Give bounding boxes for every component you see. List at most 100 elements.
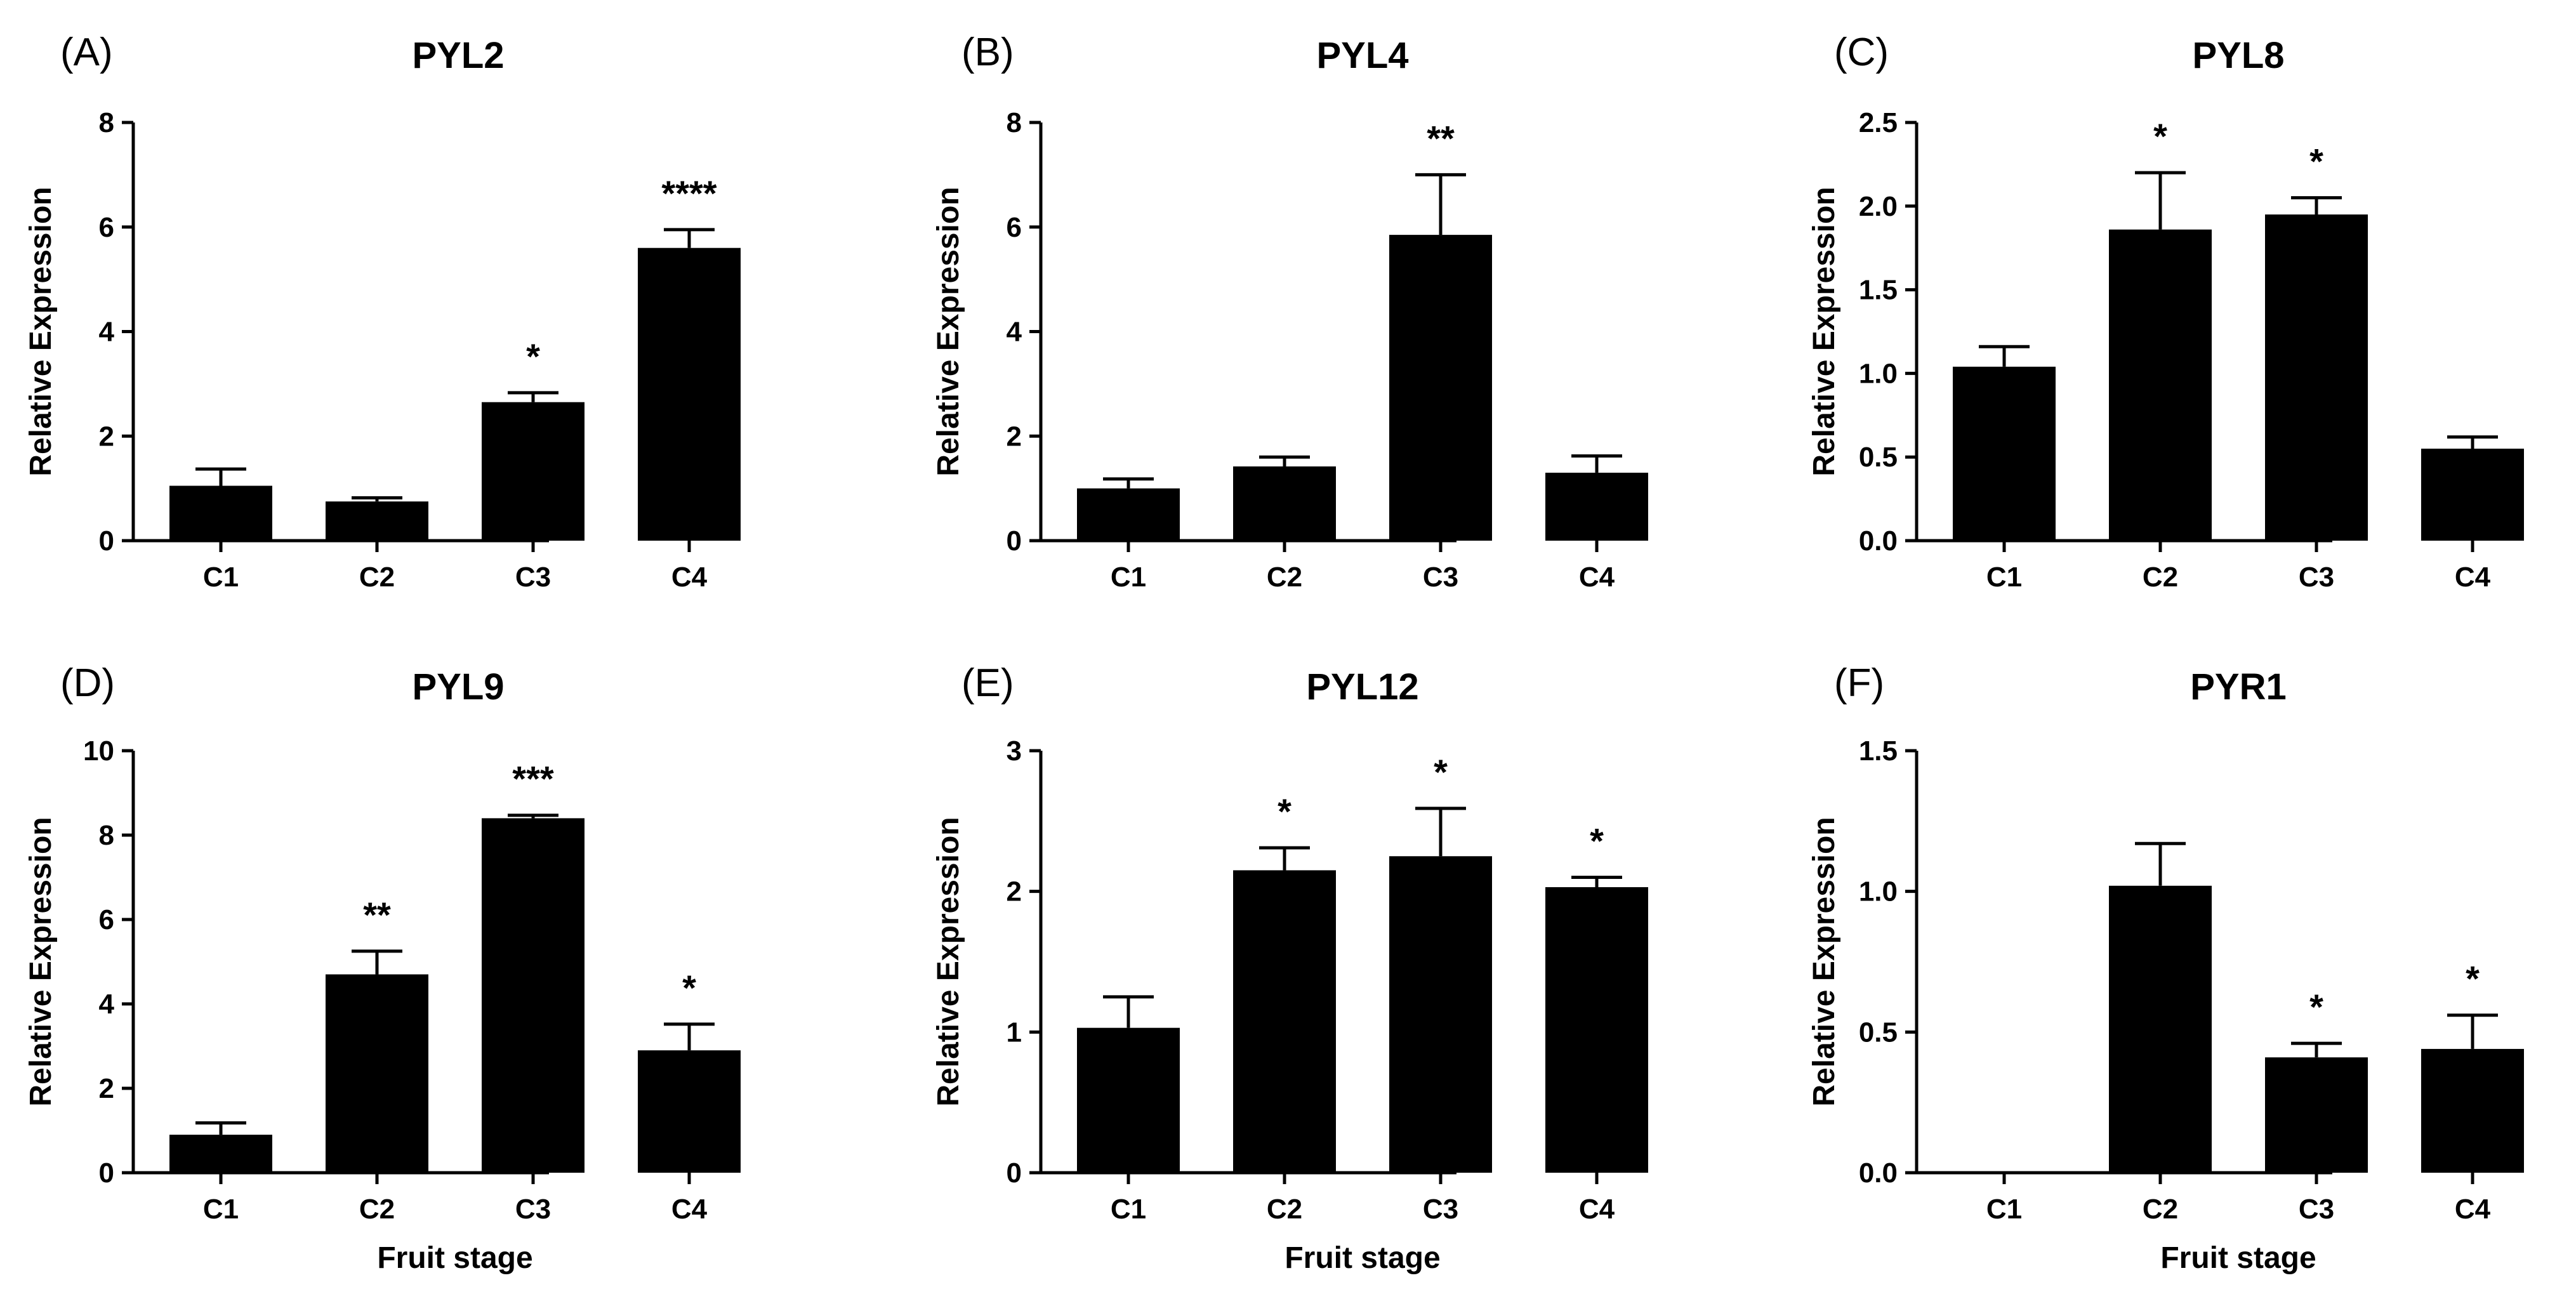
- y-tick-label: 1.0: [1859, 358, 1898, 389]
- panel-letter: (C): [1834, 30, 1889, 74]
- chart-title: PYL9: [412, 666, 504, 708]
- x-tick-label: C2: [2143, 562, 2178, 593]
- x-tick-label: C1: [1986, 562, 2022, 593]
- panel-letter: (A): [60, 30, 113, 74]
- y-tick-label: 10: [83, 735, 114, 767]
- y-tick-label: 1: [1007, 1017, 1022, 1048]
- significance-label: *: [1590, 821, 1604, 861]
- bar-c4: [638, 247, 741, 541]
- significance-label: *: [1278, 791, 1291, 831]
- significance-label: *: [2466, 959, 2480, 999]
- y-tick-label: 0.0: [1859, 525, 1898, 557]
- x-tick-label: C3: [1423, 562, 1458, 593]
- bar-c2: [2109, 885, 2212, 1173]
- y-axis-title: Relative Expression: [24, 187, 58, 476]
- x-axis-title: Fruit stage: [1285, 1241, 1440, 1275]
- significance-label: **: [1427, 118, 1455, 158]
- chart-panel-pyl4: (B) PYL4 Relative Expression 0 2 4 6 8 C1 C2 C3 ** C…: [932, 30, 1648, 593]
- x-tick-label: C3: [515, 1194, 551, 1225]
- chart-panel-pyl2: (A) PYL2 Relative Expression 0 2 4 6 8 C1 C2 C3 * C4…: [24, 30, 741, 593]
- y-axis-title: Relative Expression: [1807, 187, 1841, 476]
- y-tick-label: 0.5: [1859, 1017, 1898, 1048]
- y-tick-label: 2.0: [1859, 191, 1898, 222]
- x-tick-label: C3: [2299, 562, 2334, 593]
- x-tick-label: C3: [1423, 1194, 1458, 1225]
- y-tick-label: 0: [1007, 1157, 1022, 1189]
- y-tick-label: 2: [1007, 876, 1022, 907]
- y-tick-label: 1.5: [1859, 735, 1898, 767]
- chart-title: PYL8: [2192, 35, 2284, 76]
- bar-c2: [1233, 870, 1336, 1173]
- x-axis-title: Fruit stage: [2160, 1241, 2316, 1275]
- chart-panel-pyl8: (C) PYL8 Relative Expression 0.0 0.5 1.0 1.5 2.…: [1807, 30, 2524, 593]
- bar-c2: [1233, 466, 1336, 541]
- x-tick-label: C4: [1579, 1194, 1615, 1225]
- y-axis-title: Relative Expression: [24, 817, 58, 1106]
- y-tick-label: 1.0: [1859, 876, 1898, 907]
- chart-panel-pyl12: (E) PYL12 Relative Expression 0 1 2 3 C1 C2 * C3 * C…: [932, 661, 1648, 1275]
- bar-c4: [638, 1050, 741, 1173]
- significance-label: *: [2309, 142, 2323, 181]
- x-tick-label: C1: [203, 1194, 239, 1225]
- x-tick-label: C2: [2143, 1194, 2178, 1225]
- bar-c4: [1545, 887, 1648, 1173]
- y-tick-label: 0.5: [1859, 442, 1898, 473]
- y-tick-label: 8: [1007, 107, 1022, 138]
- y-tick-label: 0: [99, 525, 114, 557]
- bar-c2: [2109, 229, 2212, 541]
- significance-label: *: [526, 336, 540, 376]
- y-tick-label: 4: [1007, 317, 1022, 348]
- panel-letter: (F): [1834, 661, 1884, 705]
- y-tick-label: 0.0: [1859, 1157, 1898, 1189]
- x-tick-label: C3: [2299, 1194, 2334, 1225]
- bar-c4: [2421, 1048, 2524, 1173]
- chart-panel-pyr1: (F) PYR1 Relative Expression 0.0 0.5 1.0 1.5 C1…: [1807, 661, 2524, 1275]
- y-tick-label: 2: [99, 421, 114, 452]
- bar-c3: [1389, 235, 1492, 541]
- y-tick-label: 3: [1007, 735, 1022, 767]
- x-axis-title: Fruit stage: [377, 1241, 532, 1275]
- significance-label: ***: [512, 759, 554, 799]
- bar-c1: [1077, 1027, 1180, 1173]
- significance-label: ****: [661, 173, 717, 213]
- x-tick-label: C2: [359, 1194, 395, 1225]
- y-axis-title: Relative Expression: [932, 817, 965, 1106]
- bar-c3: [1389, 856, 1492, 1173]
- y-axis-title: Relative Expression: [932, 187, 965, 476]
- bar-c1: [169, 485, 272, 541]
- y-tick-label: 4: [99, 989, 115, 1020]
- chart-panel-pyl9: (D) PYL9 Relative Expression 0 2 4 6 8 10 C1 C2 ** C…: [24, 661, 741, 1275]
- x-tick-label: C3: [515, 562, 551, 593]
- x-tick-label: C1: [1111, 1194, 1146, 1225]
- y-tick-label: 8: [99, 107, 114, 138]
- bar-c3: [2265, 1057, 2368, 1173]
- significance-label: *: [2153, 116, 2167, 156]
- chart-title: PYR1: [2190, 666, 2287, 708]
- bar-c3: [2265, 214, 2368, 541]
- bar-c1: [1077, 488, 1180, 541]
- y-tick-label: 6: [99, 904, 114, 935]
- x-tick-label: C2: [1267, 1194, 1302, 1225]
- significance-label: **: [363, 895, 391, 935]
- chart-title: PYL2: [412, 35, 504, 76]
- x-tick-label: C4: [671, 1194, 708, 1225]
- bar-c1: [169, 1135, 272, 1173]
- y-tick-label: 0: [1007, 525, 1022, 557]
- y-tick-label: 2: [99, 1073, 114, 1104]
- chart-title: PYL4: [1316, 35, 1408, 76]
- x-tick-label: C1: [1111, 562, 1146, 593]
- significance-label: *: [682, 968, 696, 1008]
- x-tick-label: C1: [203, 562, 239, 593]
- panel-letter: (D): [60, 661, 115, 705]
- bar-c2: [326, 501, 428, 541]
- y-tick-label: 6: [99, 212, 114, 243]
- y-tick-label: 0: [99, 1157, 114, 1189]
- y-tick-label: 2.5: [1859, 107, 1898, 138]
- y-tick-label: 4: [99, 317, 115, 348]
- y-tick-label: 6: [1007, 212, 1022, 243]
- x-tick-label: C4: [1579, 562, 1615, 593]
- y-tick-label: 2: [1007, 421, 1022, 452]
- x-tick-label: C1: [1986, 1194, 2022, 1225]
- bar-c4: [2421, 449, 2524, 541]
